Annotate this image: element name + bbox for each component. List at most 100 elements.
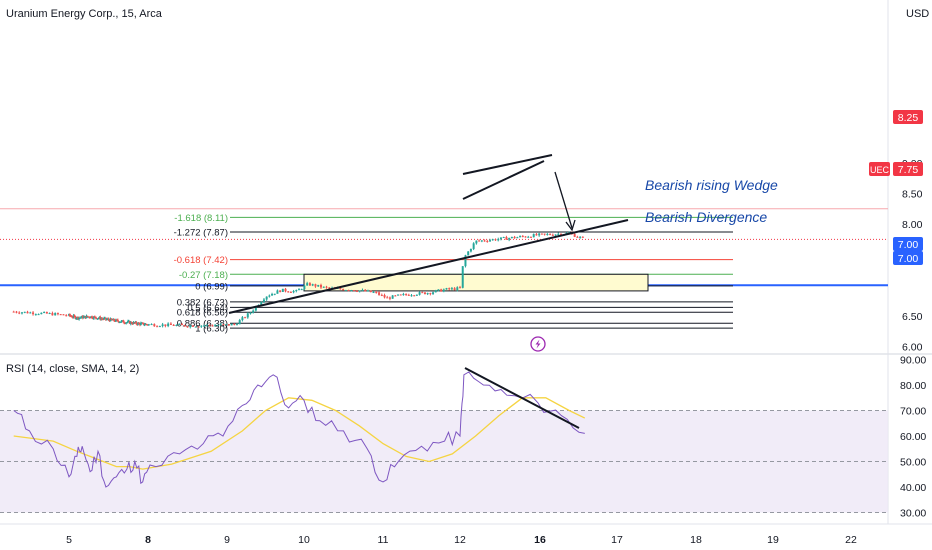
candle-body	[164, 324, 167, 327]
candle-body	[233, 323, 236, 325]
candle-body	[205, 324, 208, 326]
candle-body	[265, 296, 268, 300]
candle-body	[54, 313, 57, 316]
candle-body	[366, 290, 369, 292]
candle-body	[483, 240, 486, 242]
candle-body	[180, 324, 183, 326]
price-axis-tick: 8.50	[902, 189, 923, 201]
candle-body	[314, 284, 317, 287]
candle-body	[311, 284, 314, 286]
candle-body	[95, 317, 98, 320]
candle-body	[456, 287, 459, 291]
price-tag-8-25: 8.25	[893, 110, 923, 124]
candle-body	[361, 289, 364, 291]
candle-body	[34, 314, 37, 316]
candle-body	[442, 289, 445, 292]
candle-body	[529, 236, 532, 238]
candle-body	[342, 289, 345, 291]
candle-body	[268, 295, 271, 297]
candle-body	[429, 293, 432, 295]
candle-body	[156, 326, 159, 328]
divergence-annotation[interactable]: Bearish Divergence	[645, 209, 767, 225]
candle-body	[203, 325, 206, 327]
candle-body	[183, 324, 186, 327]
candle-body	[107, 318, 110, 320]
last-price-tag: 7.75	[893, 162, 923, 176]
fib-level-label: 0.886 (6.38)	[177, 319, 228, 330]
candle-body	[388, 297, 391, 299]
rsi-axis-tick: 80.00	[900, 380, 926, 392]
candle-body	[130, 322, 133, 324]
price-tag-7-00-top-label: 7.00	[898, 239, 919, 251]
candle-body	[139, 323, 142, 325]
resistance-zone	[303, 273, 649, 292]
candle-body	[350, 290, 353, 292]
candle-body	[289, 291, 292, 293]
rsi-axis-tick: 60.00	[900, 431, 926, 443]
candle-body	[581, 236, 584, 238]
candle-body	[249, 312, 252, 314]
yellow-zone-box	[303, 273, 649, 292]
candle-body	[86, 315, 89, 317]
candle-body	[113, 318, 116, 321]
candle-body	[358, 290, 361, 292]
candle-body	[246, 313, 249, 318]
candle-body	[513, 236, 516, 239]
candle-body	[122, 320, 125, 323]
candle-body	[219, 324, 222, 326]
candle-body	[524, 236, 527, 238]
candle-body	[230, 323, 233, 326]
candle-body	[208, 324, 211, 326]
candle-body	[540, 233, 543, 235]
candle-body	[292, 291, 295, 293]
candle-body	[85, 315, 88, 319]
candle-body	[109, 318, 112, 322]
rsi-axis-tick: 40.00	[900, 482, 926, 494]
candle-body	[18, 312, 21, 314]
candle-body	[538, 233, 541, 236]
candle-body	[79, 317, 82, 319]
candle-body	[147, 324, 150, 326]
candle-body	[499, 237, 502, 240]
wedge-lower-line	[462, 160, 545, 200]
candle-body	[175, 324, 178, 326]
candle-body	[557, 233, 560, 235]
rsi-legend[interactable]: RSI (14, close, SMA, 14, 2)	[6, 363, 139, 375]
last-price-tag-label: 7.75	[898, 164, 919, 176]
candle-body	[399, 294, 402, 296]
fib-level-label: -0.618 (7.42)	[174, 255, 228, 266]
candle-body	[197, 326, 200, 328]
candle-body	[448, 288, 451, 290]
candle-body	[104, 317, 107, 320]
ticker-tag-label: UEC	[870, 165, 890, 175]
currency-label[interactable]: USD	[906, 8, 929, 20]
candle-body	[135, 321, 138, 324]
symbol-title[interactable]: Uranium Energy Corp., 15, Arca	[6, 8, 163, 20]
candle-body	[75, 318, 78, 320]
candle-body	[353, 290, 356, 292]
candle-body	[505, 237, 508, 240]
candle-body	[532, 234, 535, 238]
candle-body	[508, 238, 511, 240]
candle-body	[227, 324, 230, 326]
candle-body	[489, 240, 492, 242]
candle-body	[56, 313, 59, 315]
fib-level-label: 0.5 (6.64)	[187, 303, 228, 314]
arrow-head	[565, 219, 576, 232]
candle-body	[214, 325, 217, 327]
price-tag-8-25-label: 8.25	[898, 112, 919, 124]
price-tag-7-00-bottom-label: 7.00	[898, 253, 919, 265]
candle-body	[415, 294, 418, 296]
candle-body	[194, 326, 197, 328]
time-axis-tick: 12	[454, 534, 466, 546]
candle-body	[62, 314, 65, 316]
candle-body	[469, 248, 472, 252]
time-axis-tick: 17	[611, 534, 623, 546]
wedge-annotation[interactable]: Bearish rising Wedge	[645, 177, 778, 193]
candle-body	[347, 290, 350, 292]
candle-body	[222, 324, 225, 326]
lightning-icon[interactable]	[530, 336, 546, 352]
candle-body	[407, 294, 410, 296]
candle-body	[521, 236, 524, 238]
candle-body	[260, 302, 263, 306]
